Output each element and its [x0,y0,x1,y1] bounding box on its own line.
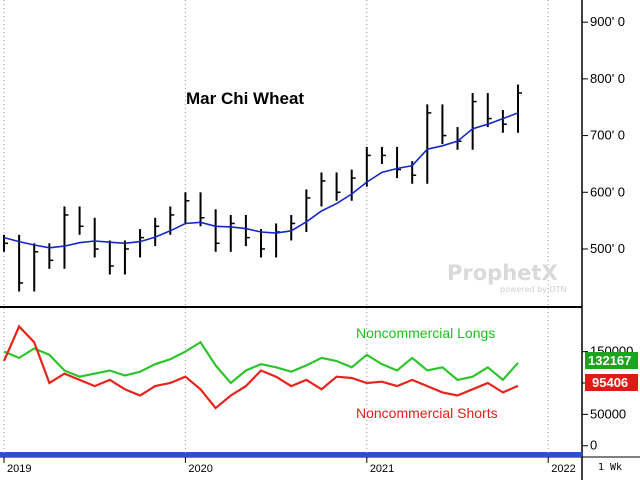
y-tick-label: 500' 0 [590,241,625,256]
gridlines [3,0,549,456]
last-value-shorts: 95406 [585,374,638,391]
upper-panel [0,0,582,306]
x-tick-label: 2021 [370,463,394,475]
period-label: 1 Wk [598,462,622,473]
y-tick-label: 700' 0 [590,128,625,143]
last-value-shorts-box [585,374,638,391]
lower-y-tick-label: 0 [590,438,597,453]
time-bar [0,452,582,457]
longs-line [3,340,519,385]
watermark: ProphetX powered by DTN [447,261,566,294]
last-value-longs: 132167 [585,352,638,369]
y-tick-label: 900' 0 [590,14,625,29]
watermark-sub: powered by DTN [500,285,566,294]
x-tick-label: 2022 [551,463,575,475]
y-axis-ticks: 900' 0 800' 0 700' 0 600' 0 500' 0 [582,14,625,256]
y-tick-label: 600' 0 [590,184,625,199]
moving-average-line [3,112,519,249]
last-value-longs-box [585,352,638,369]
shorts-line [2,324,519,410]
legend-shorts: Noncommercial Shorts [356,405,498,421]
price-bars [3,84,522,292]
legend-longs: Noncommercial Longs [356,325,495,341]
lower-y-tick-label: 50000 [590,406,626,421]
chart-title: Mar Chi Wheat [186,89,304,108]
last-value-longs-text: 132167 [588,353,631,368]
last-value-shorts-text: 95406 [592,375,628,390]
x-tick-label: 2020 [188,463,212,475]
x-axis-ticks: 2019 2020 2021 2022 [3,457,576,475]
watermark-brand: ProphetX [447,261,558,285]
y-tick-label: 800' 0 [590,71,625,86]
x-tick-label: 2019 [7,463,31,475]
